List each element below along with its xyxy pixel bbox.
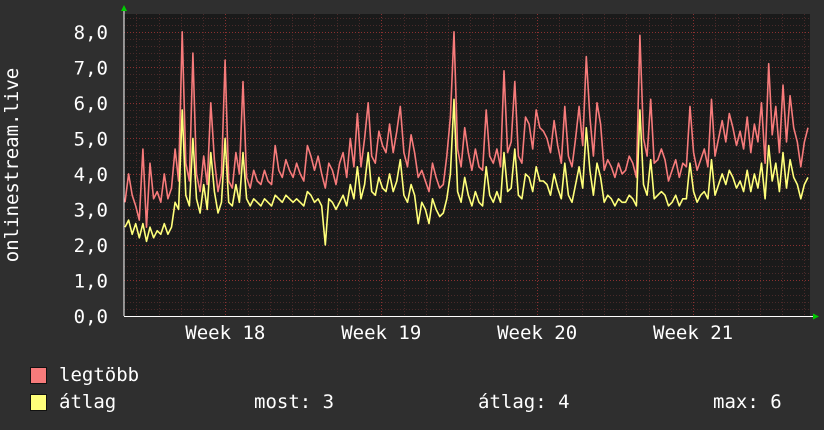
stat-max: max: 6 bbox=[713, 391, 782, 413]
legend-row-max: legtöbb bbox=[30, 362, 810, 389]
y-tick-label: 6,0 bbox=[74, 93, 108, 115]
series-line-max bbox=[124, 31, 809, 228]
y-tick-labels: 0,0 1,0 2,0 3,0 4,0 5,0 6,0 7,0 8,0 bbox=[74, 22, 108, 328]
y-tick-label: 3,0 bbox=[74, 199, 108, 221]
x-tick-label: Week 19 bbox=[341, 322, 421, 344]
x-axis-arrow bbox=[813, 313, 819, 320]
series-line-avg bbox=[124, 98, 809, 246]
y-tick-label: 4,0 bbox=[74, 164, 108, 186]
x-tick-labels: Week 18 Week 19 Week 20 Week 21 bbox=[185, 322, 733, 344]
y-tick-label: 2,0 bbox=[74, 235, 108, 257]
x-tick-label: Week 20 bbox=[497, 322, 577, 344]
stat-now: most: 3 bbox=[254, 391, 335, 413]
series-layer bbox=[124, 31, 809, 246]
legend-row-avg: átlag most: 3 átlag: 4 max: 6 bbox=[30, 389, 810, 416]
y-axis-label: onlinestream.live bbox=[1, 68, 23, 262]
legend-swatch-avg bbox=[30, 394, 47, 411]
legend-label-max: legtöbb bbox=[59, 364, 140, 386]
legend-swatch-max bbox=[30, 367, 47, 384]
x-tick-label: Week 21 bbox=[653, 322, 733, 344]
stat-avg: átlag: 4 bbox=[478, 391, 570, 413]
y-tick-label: 5,0 bbox=[74, 128, 108, 150]
y-tick-label: 1,0 bbox=[74, 270, 108, 292]
x-tick-label: Week 18 bbox=[185, 322, 265, 344]
y-tick-label: 7,0 bbox=[74, 57, 108, 79]
axes bbox=[121, 5, 819, 320]
y-tick-label: 8,0 bbox=[74, 22, 108, 44]
y-axis-arrow bbox=[121, 5, 127, 11]
legend-label-avg: átlag bbox=[59, 391, 117, 413]
legend: legtöbb átlag most: 3 átlag: 4 max: 6 bbox=[30, 362, 810, 416]
y-tick-label: 0,0 bbox=[74, 306, 108, 328]
